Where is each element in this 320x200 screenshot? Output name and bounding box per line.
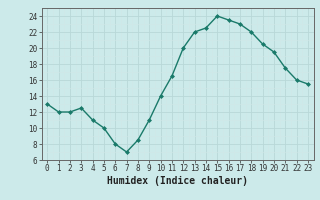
X-axis label: Humidex (Indice chaleur): Humidex (Indice chaleur) <box>107 176 248 186</box>
